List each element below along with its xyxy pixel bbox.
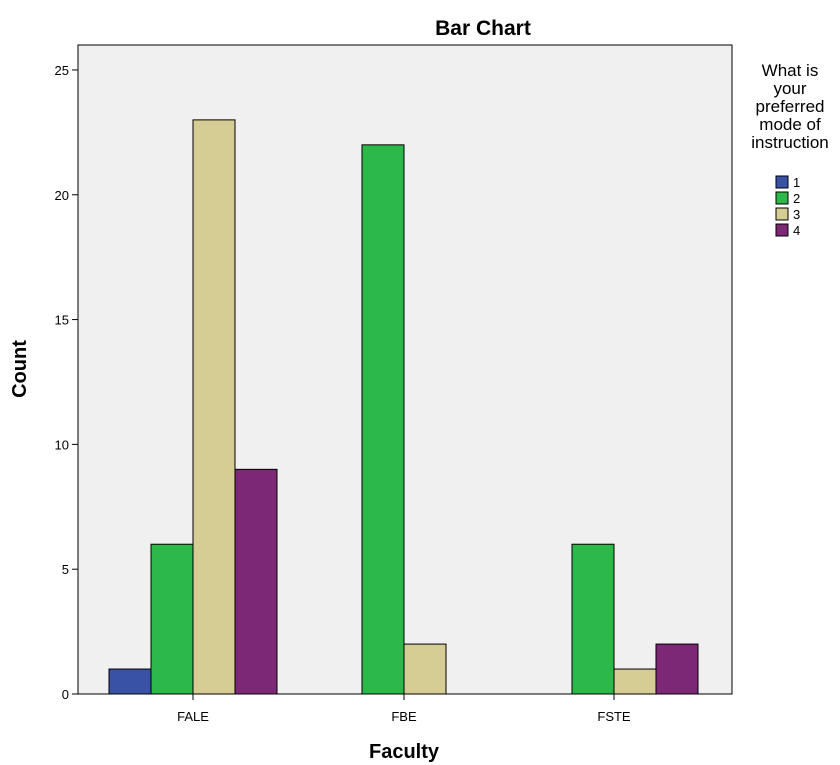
x-tick-label: FBE bbox=[391, 709, 417, 724]
x-axis: FALE FBE FSTE bbox=[177, 694, 631, 724]
legend-label: 4 bbox=[793, 223, 800, 238]
x-axis-title: Faculty bbox=[369, 741, 440, 763]
legend-label: 2 bbox=[793, 191, 800, 206]
legend-swatch bbox=[775, 223, 789, 237]
legend-swatch bbox=[775, 175, 789, 189]
y-tick-label: 15 bbox=[55, 313, 69, 328]
y-axis: 0 5 10 15 20 25 bbox=[55, 63, 78, 702]
legend-title-line: your bbox=[773, 79, 806, 98]
legend-label: 3 bbox=[793, 207, 800, 222]
bar-fbe-series-3 bbox=[403, 643, 447, 695]
legend-label: 1 bbox=[793, 175, 800, 190]
bars-group bbox=[108, 119, 699, 695]
bar-fale-series-3 bbox=[192, 119, 236, 695]
x-tick-label: FALE bbox=[177, 709, 209, 724]
bar-fbe-series-2 bbox=[361, 144, 405, 695]
legend-title-line: preferred bbox=[756, 97, 825, 116]
legend-title-line: What is bbox=[762, 61, 819, 80]
bar-fste-series-3 bbox=[613, 668, 657, 695]
y-tick-label: 0 bbox=[62, 687, 69, 702]
y-tick-label: 20 bbox=[55, 188, 69, 203]
x-tick-label: FSTE bbox=[597, 709, 631, 724]
y-tick-label: 25 bbox=[55, 63, 69, 78]
y-tick-label: 10 bbox=[55, 437, 69, 452]
legend-swatch bbox=[775, 207, 789, 221]
y-axis-title: Count bbox=[9, 340, 31, 398]
bar-fale-series-1 bbox=[108, 668, 152, 695]
legend-title-line: mode of bbox=[759, 115, 821, 134]
legend-title-line: instruction bbox=[751, 133, 828, 152]
bar-fste-series-2 bbox=[571, 543, 615, 695]
bar-fale-series-4 bbox=[234, 468, 278, 695]
bar-fste-series-4 bbox=[655, 643, 699, 695]
legend-swatch bbox=[775, 191, 789, 205]
chart-title: Bar Chart bbox=[435, 17, 531, 40]
bar-fale-series-2 bbox=[150, 543, 194, 695]
y-tick-label: 5 bbox=[62, 562, 69, 577]
